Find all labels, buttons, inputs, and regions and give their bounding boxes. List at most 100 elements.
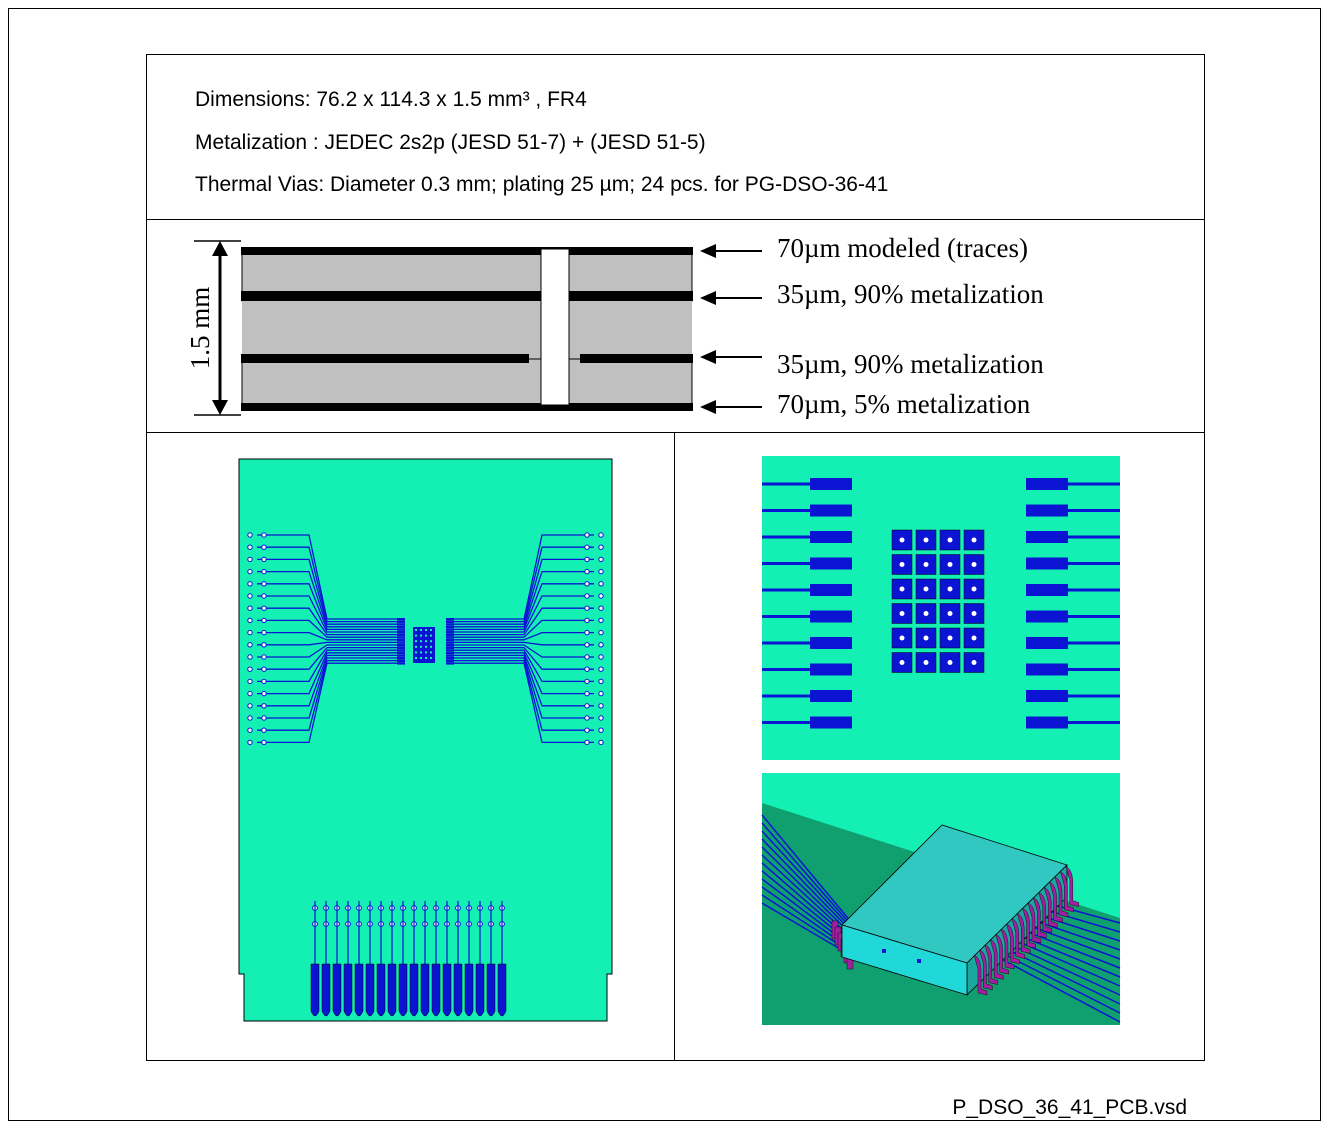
via-left [247,544,253,550]
thickness-arrow-bottom [212,400,228,415]
center-via [420,651,422,654]
edge-finger [464,963,474,1017]
fp-pad-left [810,557,852,570]
fp-pad-left [810,663,852,676]
via-left [247,739,253,746]
fp-via-hole [923,537,929,543]
pcb-outline [238,458,613,1022]
fp-via-hole [923,586,929,592]
3d-lead-right [1027,902,1042,944]
edge-finger [398,963,408,1017]
fp-trace-right [1068,509,1120,512]
pcb-center-package [397,618,454,665]
via-left [247,629,253,636]
fp-pad-left [810,584,852,596]
via-left [261,568,267,575]
spec-dimensions: Dimensions: 76.2 x 114.3 x 1.5 mm³ , FR4 [195,88,587,111]
edge-finger [310,963,320,1017]
fp-trace-right [1068,562,1120,565]
fp-trace-left [762,562,810,565]
3d-trace-left [761,814,853,924]
fp-via-hole [947,635,953,641]
fp-via-hole [947,586,953,592]
lead-pad-left [397,638,405,642]
via-left [247,654,253,660]
via-left [261,715,267,721]
lead-pad-right [446,638,454,642]
lead-pad-left [397,618,405,621]
lead-pad-left [397,651,405,655]
fp-trace-right [1068,482,1120,486]
divider-middle [147,432,1204,433]
via-left [247,715,253,721]
pcb-top-view [238,458,613,1022]
lead-pad-left [397,636,405,639]
center-via [425,634,427,637]
via-left [247,568,253,575]
fp-trace-left [762,509,810,512]
via-right [598,568,604,575]
edge-finger [354,963,364,1017]
thickness-label: 1.5 mm [185,287,215,370]
divider-vertical [674,432,675,1060]
via-left [247,556,253,563]
lead-pad-left [397,641,405,644]
lead-pad-left [397,631,405,634]
3d-lead-right [1033,897,1047,939]
center-via [430,629,432,631]
fp-pad-right [1026,531,1068,543]
thermal-via-array [891,529,985,673]
via-right [584,654,590,660]
pcb-edge-connector [310,901,507,1017]
lead-pad-right [446,641,454,644]
via-left [261,617,267,624]
fp-pad-right [1026,637,1068,649]
lead-pad-right [446,623,454,626]
package-mark-2 [917,959,921,963]
via-left [247,532,253,538]
edge-finger [376,963,386,1017]
layer-4-metal [241,403,693,411]
lead-pad-right [446,644,454,647]
center-via [415,629,417,631]
via-right [598,617,604,624]
layer-label-1: 70µm modeled (traces) [777,233,1028,263]
via-right [584,703,590,709]
fp-trace-left [762,721,810,724]
via-right [598,690,604,697]
via-left [261,629,267,636]
divider-top [147,219,1204,220]
via-left [261,654,267,660]
via-right [598,715,604,721]
lead-pad-right [446,631,454,634]
fp-pad-right [1026,610,1068,623]
via-right [584,593,590,599]
edge-finger [453,963,463,1017]
fp-via-hole [923,611,929,616]
layer-1-metal [241,247,693,255]
fp-pad-left [810,690,852,702]
fp-via-hole [923,635,929,641]
lead-pad-left [397,623,405,626]
3d-lead-right [1065,866,1079,907]
fp-trace-right [1068,588,1120,592]
fp-via-hole [971,635,977,641]
center-via [415,645,417,648]
layer-3-metal-right [580,354,693,363]
3d-lead-right [1049,881,1063,923]
center-via [425,657,427,659]
via-left [247,666,253,672]
fp-pad-right [1026,663,1068,676]
fp-via-hole [899,611,905,616]
fp-via-hole [899,635,905,641]
fp-via-hole [971,537,977,543]
via-right [584,568,590,575]
fp-pad-left [810,531,852,543]
pcb-traces [247,532,604,746]
via-left [261,532,267,538]
center-via [425,645,427,648]
3d-lead-right [1016,913,1031,954]
3d-lead-right [1000,928,1015,970]
fp-pad-left [810,504,852,517]
fp-trace-right [1068,721,1120,724]
